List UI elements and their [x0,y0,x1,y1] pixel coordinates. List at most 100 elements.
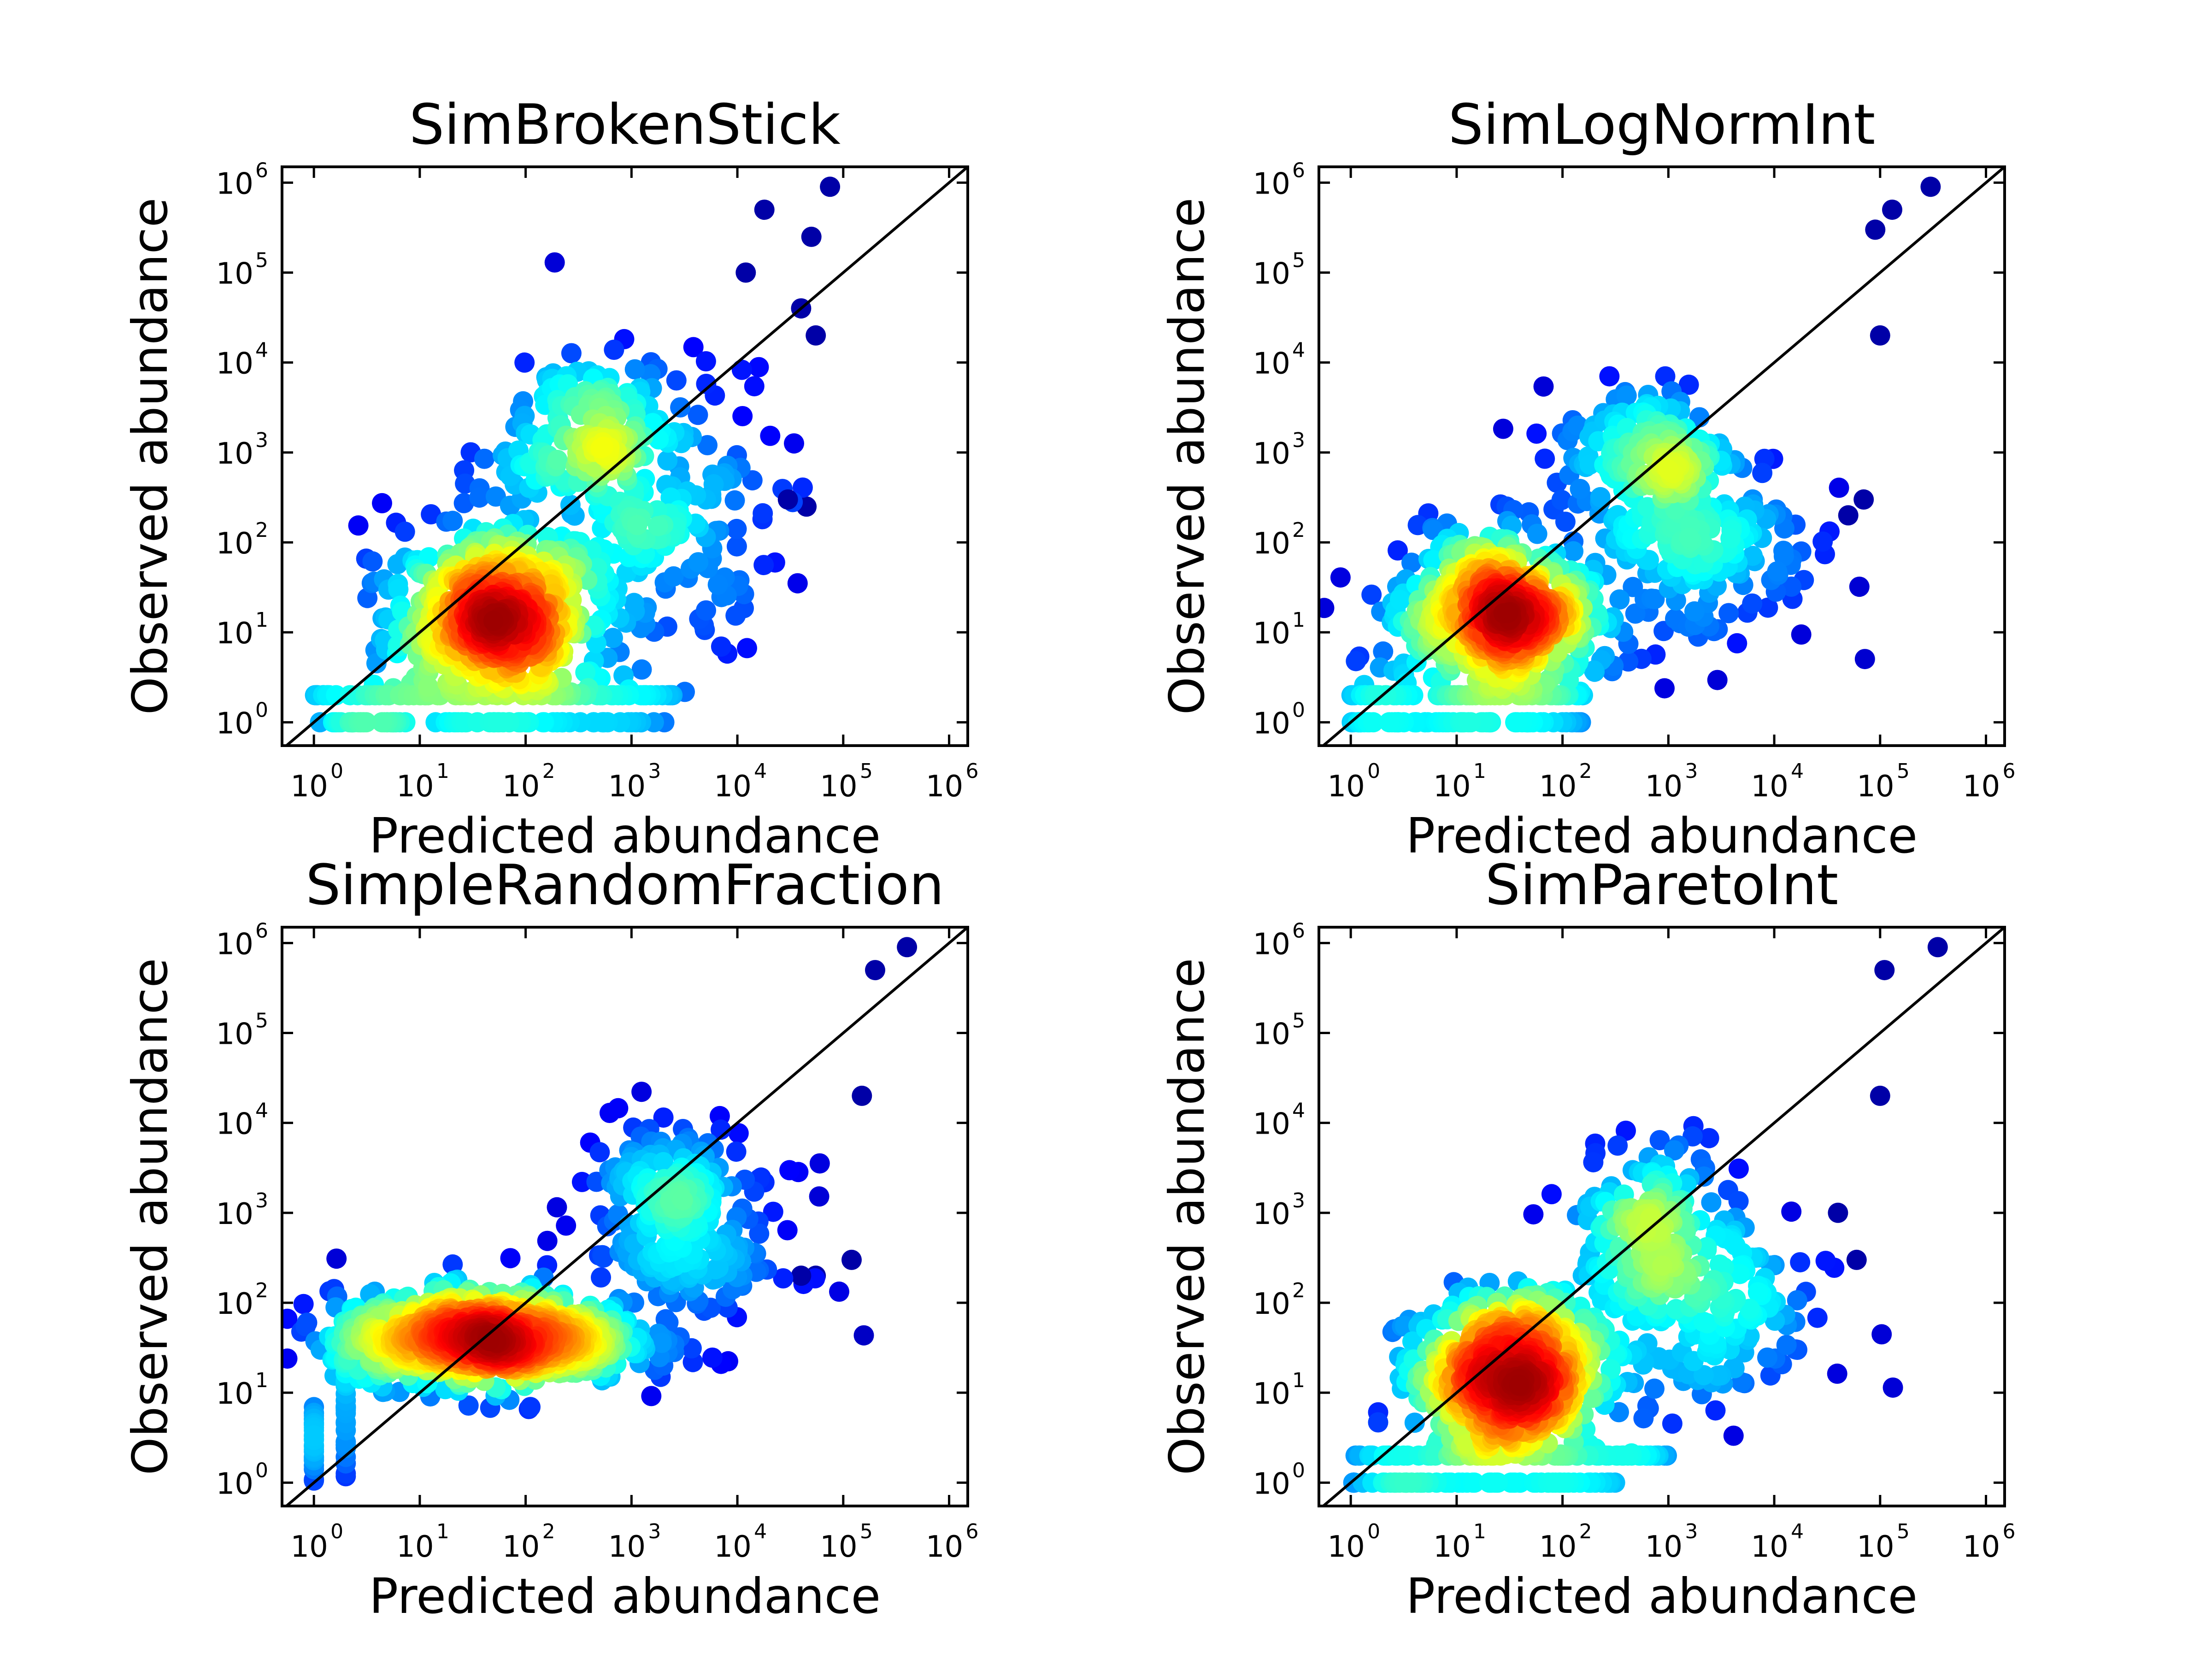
y-tick-exponent: 2 [1292,518,1305,542]
y-tick-exponent: 1 [255,608,268,632]
data-point [1493,418,1513,439]
x-tick-label: 10 [608,1530,646,1564]
data-point [1368,1412,1388,1433]
data-point [1747,1282,1768,1303]
data-point [593,436,614,457]
y-tick-exponent: 2 [255,1279,268,1302]
x-tick-label: 10 [1433,1530,1471,1564]
data-point [1590,487,1611,507]
data-point [1373,641,1394,662]
data-point [760,425,781,446]
data-point [458,1395,479,1416]
x-tick-label: 10 [714,770,751,804]
data-point [735,262,756,283]
data-point [593,1247,614,1268]
x-tick-label: 10 [396,1530,434,1564]
x-tick-exponent: 0 [330,759,343,783]
scatter-points [1319,167,2005,746]
data-point [672,1189,693,1210]
x-tick-label: 10 [1433,770,1471,804]
x-tick-label: 10 [1751,770,1788,804]
data-point [586,633,606,653]
data-point [624,359,645,380]
data-point [1757,1347,1777,1368]
x-tick-label: 10 [608,770,646,804]
data-point [1607,1135,1628,1156]
data-point [356,712,377,733]
y-tick-label: 10 [1253,1377,1290,1411]
data-point [627,515,647,535]
data-point [749,1224,770,1244]
data-point [806,325,826,346]
reference-line [285,927,968,1506]
data-point [1883,1377,1903,1398]
data-point [865,960,885,981]
x-tick-label: 10 [502,770,540,804]
data-point [1787,1290,1807,1311]
y-tick-label: 10 [1253,257,1290,291]
x-tick-label: 10 [820,770,857,804]
y-tick-exponent: 4 [1292,339,1305,362]
y-tick-label: 10 [216,437,253,471]
x-axis-label: Predicted abundance [1406,1568,1918,1624]
data-point [711,1119,731,1140]
y-tick-exponent: 4 [255,1099,268,1123]
y-tick-label: 10 [216,257,253,291]
data-point [1583,660,1604,681]
x-tick-label: 10 [502,1530,540,1564]
x-tick-exponent: 4 [754,1520,767,1543]
data-point [1563,541,1584,562]
scatter-points [1322,927,2005,1506]
data-point [479,1330,500,1351]
y-tick-exponent: 1 [1292,608,1305,632]
reference-line [285,167,968,746]
data-point [1807,1307,1828,1328]
data-point [1396,1472,1417,1493]
data-point [1849,577,1870,597]
x-tick-exponent: 1 [436,1520,449,1543]
data-point [514,352,535,373]
data-point [787,573,808,594]
data-point [1790,1252,1811,1273]
x-tick-exponent: 3 [648,759,661,783]
data-point [1812,531,1833,552]
data-point [1526,424,1547,444]
y-tick-label: 10 [216,1197,253,1231]
data-point [571,1171,592,1192]
data-point [728,1123,749,1144]
chart-title: SimBrokenStick [409,93,841,157]
x-tick-label: 10 [1327,770,1365,804]
data-point [1402,1331,1423,1352]
data-point [829,1281,849,1302]
data-point [372,493,392,513]
y-tick-label: 10 [1253,1018,1290,1052]
data-point [641,1386,662,1406]
x-tick-label: 10 [714,1530,751,1564]
data-point [663,566,684,587]
x-tick-label: 10 [926,770,963,804]
y-tick-exponent: 6 [255,919,268,942]
y-tick-label: 10 [216,1467,253,1501]
data-point [469,487,490,508]
data-point [442,511,463,531]
data-point [394,521,415,542]
x-tick-label: 10 [1539,1530,1577,1564]
data-point [688,552,709,573]
data-point [1791,624,1812,645]
x-tick-label: 10 [926,1530,963,1564]
data-point [1709,1254,1730,1275]
data-point [1865,219,1886,240]
y-tick-exponent: 3 [1292,1189,1305,1212]
data-point [304,1426,324,1447]
data-point [1815,1251,1836,1271]
x-tick-label: 10 [1963,1530,2000,1564]
panel-1: 10 0 10 1 10 2 10 3 10 4 10 5 10 610 010 110 210 310 410 51… [122,93,979,864]
data-point [809,1153,830,1174]
x-tick-exponent: 6 [966,1520,979,1543]
data-point [1533,376,1554,397]
x-tick-exponent: 6 [966,759,979,783]
data-point [1728,1191,1749,1212]
data-point [1920,176,1941,197]
data-point [737,638,757,659]
data-point [777,489,798,510]
